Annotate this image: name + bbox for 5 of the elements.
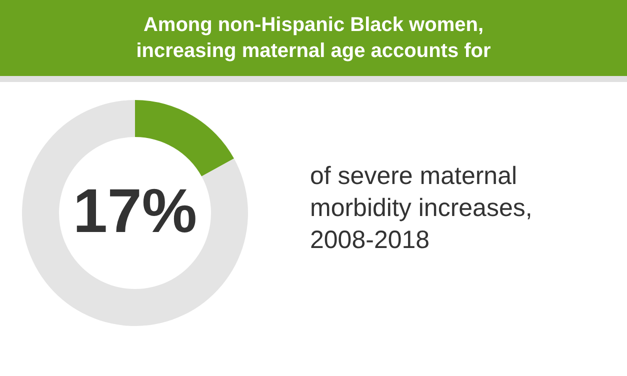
- text: Among non-Hispanic Black women, increasing maternal age accounts for: [135, 13, 492, 64]
- data-label: 17%: [72, 177, 198, 246]
- donut-slice: [135, 100, 234, 176]
- donut-slice: [22, 100, 248, 326]
- text: of severe maternal morbidity increases, 2008-2018: [310, 161, 534, 256]
